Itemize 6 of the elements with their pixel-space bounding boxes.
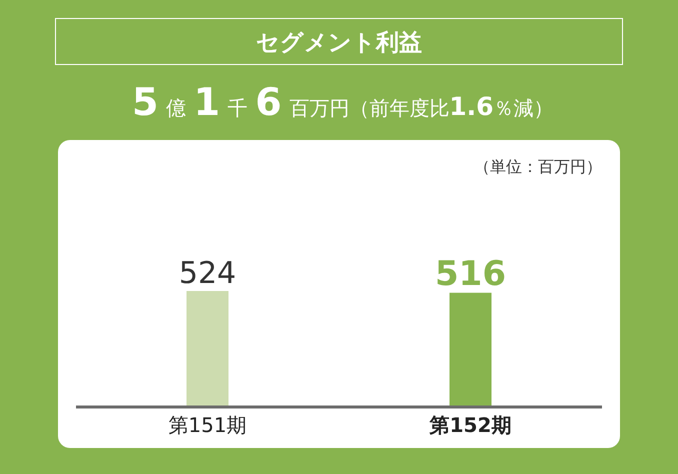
- data-label: 524: [178, 256, 236, 291]
- x-tick-label: 第151期: [168, 413, 247, 437]
- text: （単位：百万円）: [474, 157, 602, 176]
- chart-title: セグメント利益: [256, 30, 422, 56]
- x-tick-label: 第152期: [428, 413, 512, 437]
- data-label: 516: [435, 254, 506, 294]
